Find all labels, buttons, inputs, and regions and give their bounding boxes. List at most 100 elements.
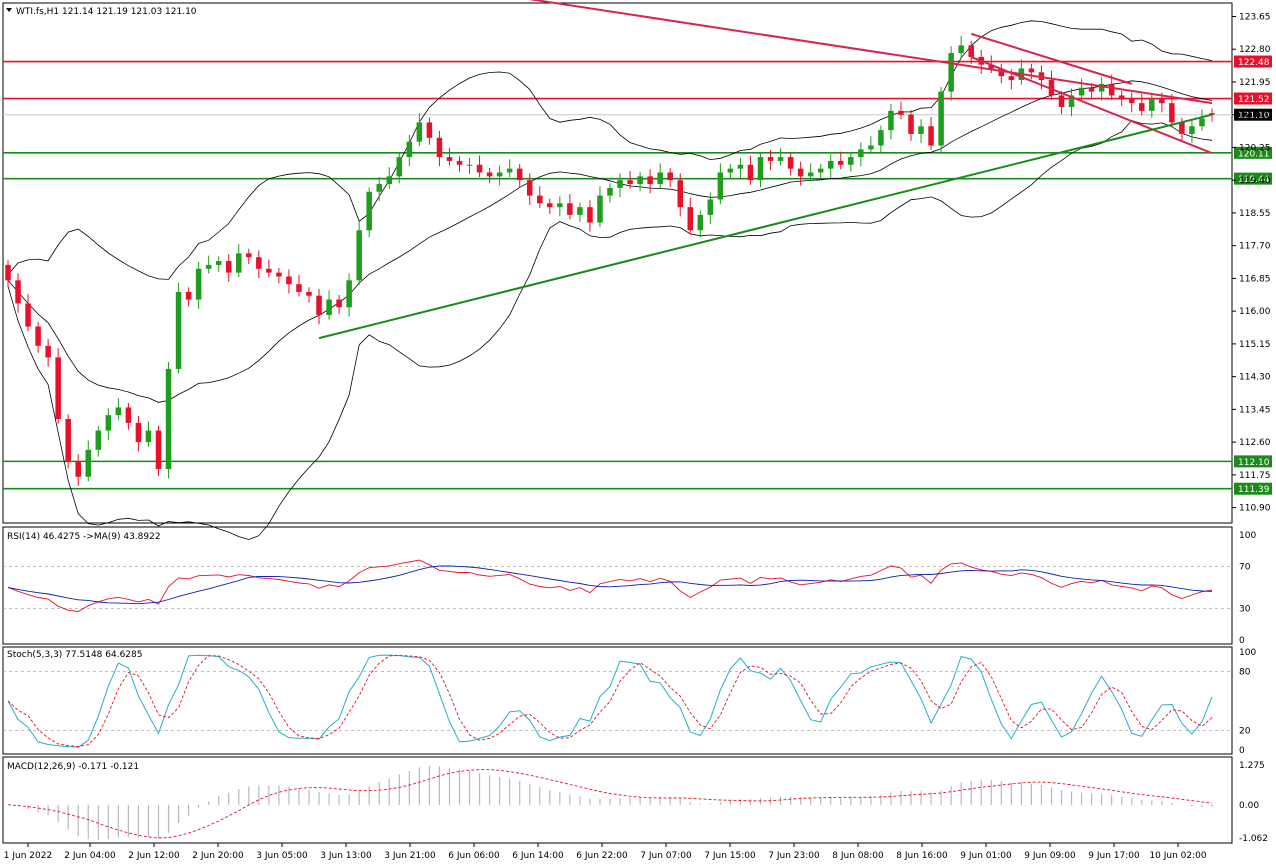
price-tick-label: 114.30 bbox=[1239, 373, 1271, 383]
candle-body bbox=[938, 91, 944, 146]
candle-body bbox=[155, 430, 162, 470]
time-tick-label: 6 Jun 22:00 bbox=[576, 851, 628, 861]
candle-body bbox=[476, 164, 483, 173]
candle-body bbox=[25, 303, 31, 327]
macd-tick-label: 0.00 bbox=[1239, 801, 1259, 811]
candle-body bbox=[436, 137, 443, 158]
time-tick-label: 9 Jun 09:00 bbox=[1024, 851, 1076, 861]
candle-body bbox=[928, 126, 934, 146]
candle-body bbox=[426, 122, 433, 138]
candle-body bbox=[727, 168, 734, 173]
candle-body bbox=[406, 141, 413, 158]
candle-body bbox=[496, 172, 503, 177]
candle-body bbox=[1118, 95, 1125, 100]
candle-body bbox=[286, 276, 292, 285]
candle-body bbox=[577, 207, 583, 215]
candle-body bbox=[105, 415, 112, 431]
candle-body bbox=[898, 110, 904, 115]
candle-body bbox=[256, 257, 262, 269]
level-badge-121.52 bbox=[1234, 92, 1272, 105]
macd-layer bbox=[7, 765, 1213, 840]
candle-body bbox=[316, 295, 322, 315]
candle-body bbox=[807, 172, 814, 177]
time-tick-label: 2 Jun 12:00 bbox=[128, 851, 180, 861]
candle-body bbox=[797, 168, 804, 177]
level-label-121.10: 121.10 bbox=[1238, 111, 1270, 121]
candle-body bbox=[506, 168, 513, 173]
candle-body bbox=[677, 180, 683, 208]
candle-body bbox=[767, 157, 774, 161]
macd-tick-label: -1.062 bbox=[1239, 834, 1268, 844]
time-tick-label: 8 Jun 16:00 bbox=[896, 851, 948, 861]
stoch-layer bbox=[3, 654, 1232, 748]
candle-body bbox=[446, 157, 453, 161]
candle-body bbox=[1199, 118, 1205, 127]
candle-body bbox=[366, 191, 372, 231]
macd-pane bbox=[2, 756, 1233, 844]
candle-body bbox=[827, 160, 834, 169]
candle-body bbox=[817, 168, 824, 173]
collapse-triangle-icon[interactable] bbox=[6, 8, 12, 12]
candle-body bbox=[205, 264, 212, 269]
level-label-111.39: 111.39 bbox=[1238, 485, 1270, 495]
time-tick-label: 10 Jun 02:00 bbox=[1149, 851, 1206, 861]
level-label-119.44: 119.44 bbox=[1238, 175, 1270, 185]
rsi-tick-label: 0 bbox=[1239, 636, 1245, 646]
candle-body bbox=[145, 430, 152, 443]
candle-body bbox=[95, 430, 102, 450]
price-header: WTI.fs,H1 121.14 121.19 121.03 121.10 bbox=[16, 7, 197, 17]
candle-body bbox=[617, 180, 623, 188]
time-tick-label: 3 Jun 05:00 bbox=[256, 851, 308, 861]
price-tick-label: 121.10 bbox=[1239, 111, 1271, 121]
rsi-title: RSI(14) 46.4275 ->MA(9) 43.8922 bbox=[7, 532, 161, 542]
candle-body bbox=[868, 145, 874, 150]
candle-body bbox=[386, 176, 393, 185]
moving-average-line bbox=[7, 80, 1213, 403]
candle-body bbox=[717, 172, 724, 200]
candle-body bbox=[195, 268, 202, 300]
candle-body bbox=[1149, 99, 1155, 111]
time-tick-label: 2 Jun 04:00 bbox=[64, 851, 116, 861]
candle-body bbox=[787, 157, 794, 169]
candle-body bbox=[998, 68, 1005, 77]
time-tick-label: 1 Jun 2022 bbox=[4, 851, 52, 861]
candle-body bbox=[165, 368, 172, 470]
candle-body bbox=[456, 160, 463, 165]
time-tick-label: 8 Jun 08:00 bbox=[832, 851, 884, 861]
candle-body bbox=[1088, 87, 1095, 92]
rsi-tick-label: 100 bbox=[1239, 531, 1256, 541]
candle-body bbox=[115, 407, 122, 416]
level-badge-121.10 bbox=[1234, 108, 1272, 121]
candle-body bbox=[336, 299, 342, 308]
price-tick-label: 116.85 bbox=[1239, 274, 1271, 284]
candle-body bbox=[416, 122, 423, 142]
price-tick-label: 119.40 bbox=[1239, 176, 1271, 186]
candle-body bbox=[306, 291, 312, 296]
candle-body bbox=[948, 53, 954, 92]
stoch-signal-line bbox=[7, 654, 1213, 747]
candle-body bbox=[175, 291, 182, 369]
candle-body bbox=[838, 160, 844, 165]
candle-body bbox=[557, 203, 563, 208]
trendline-channel_top_short bbox=[970, 32, 1133, 85]
bollinger-upper-line bbox=[7, 20, 1213, 280]
price-tick-label: 112.60 bbox=[1239, 438, 1271, 448]
stoch-tick-label: 0 bbox=[1239, 746, 1245, 756]
rsi-layer bbox=[3, 559, 1232, 612]
candle-body bbox=[707, 199, 714, 215]
time-tick-label: 7 Jun 07:00 bbox=[640, 851, 692, 861]
candle-body bbox=[747, 164, 754, 181]
candle-body bbox=[376, 184, 382, 192]
candle-body bbox=[15, 280, 21, 304]
time-tick-label: 6 Jun 14:00 bbox=[512, 851, 564, 861]
candle-body bbox=[266, 268, 272, 273]
candle-body bbox=[5, 264, 11, 281]
macd-title: MACD(12,26,9) -0.171 -0.121 bbox=[7, 762, 139, 772]
candle-body bbox=[246, 253, 252, 258]
candle-body bbox=[1128, 99, 1135, 104]
price-tick-label: 111.75 bbox=[1239, 471, 1271, 481]
time-tick-label: 9 Jun 01:00 bbox=[960, 851, 1012, 861]
candle-body bbox=[215, 261, 222, 265]
candle-body bbox=[55, 357, 61, 419]
candle-body bbox=[296, 284, 302, 292]
